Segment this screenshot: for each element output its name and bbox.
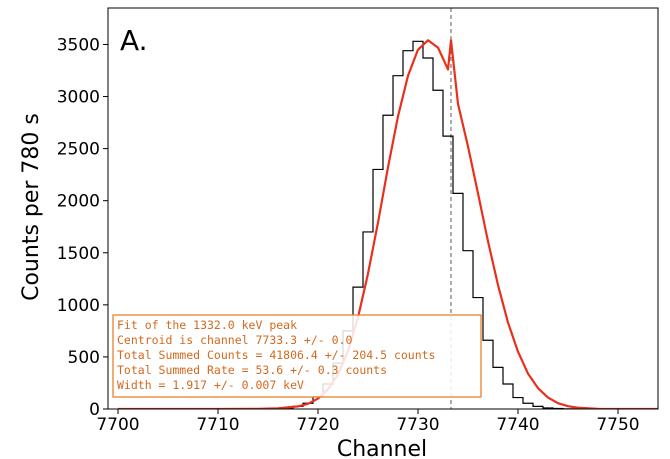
y-tick-label: 1500 [57, 244, 100, 264]
x-tick-label: 7740 [496, 415, 539, 435]
fit-info-line: Total Summed Rate = 53.6 +/- 0.3 counts [117, 363, 387, 377]
x-axis-ticks: 7700 7710 7720 7730 7740 7750 [96, 409, 640, 435]
plot-frame [107, 7, 659, 410]
x-tick-label: 7730 [396, 415, 439, 435]
y-tick-label: 3000 [57, 88, 100, 108]
y-axis-ticks: 0 500 1000 1500 2000 2500 3000 3500 [57, 35, 108, 420]
y-tick-label: 2000 [57, 192, 100, 212]
y-tick-label: 2500 [57, 140, 100, 160]
panel-label: A. [120, 24, 148, 57]
fit-info-line: Fit of the 1332.0 keV peak [117, 318, 297, 332]
y-tick-label: 3500 [57, 35, 100, 55]
fit-info-line: Width = 1.917 +/- 0.007 keV [117, 378, 304, 392]
y-tick-label: 0 [89, 400, 100, 420]
x-tick-label: 7700 [96, 415, 139, 435]
fit-info-box-border [112, 314, 482, 398]
y-tick-label: 1000 [57, 296, 100, 316]
x-tick-label: 7720 [296, 415, 339, 435]
x-axis-label: Channel [337, 437, 427, 459]
fit-info-line: Centroid is channel 7733.3 +/- 0.0 [117, 333, 352, 347]
fit-info-line: Total Summed Counts = 41806.4 +/- 204.5 … [117, 348, 436, 362]
fit-curve-series [118, 39, 658, 409]
x-tick-label: 7750 [596, 415, 639, 435]
x-tick-label: 7710 [196, 415, 239, 435]
fit-info-box: Fit of the 1332.0 keV peak Centroid is c… [112, 314, 482, 398]
y-axis-label: Counts per 780 s [19, 113, 44, 301]
y-tick-label: 500 [68, 348, 100, 368]
